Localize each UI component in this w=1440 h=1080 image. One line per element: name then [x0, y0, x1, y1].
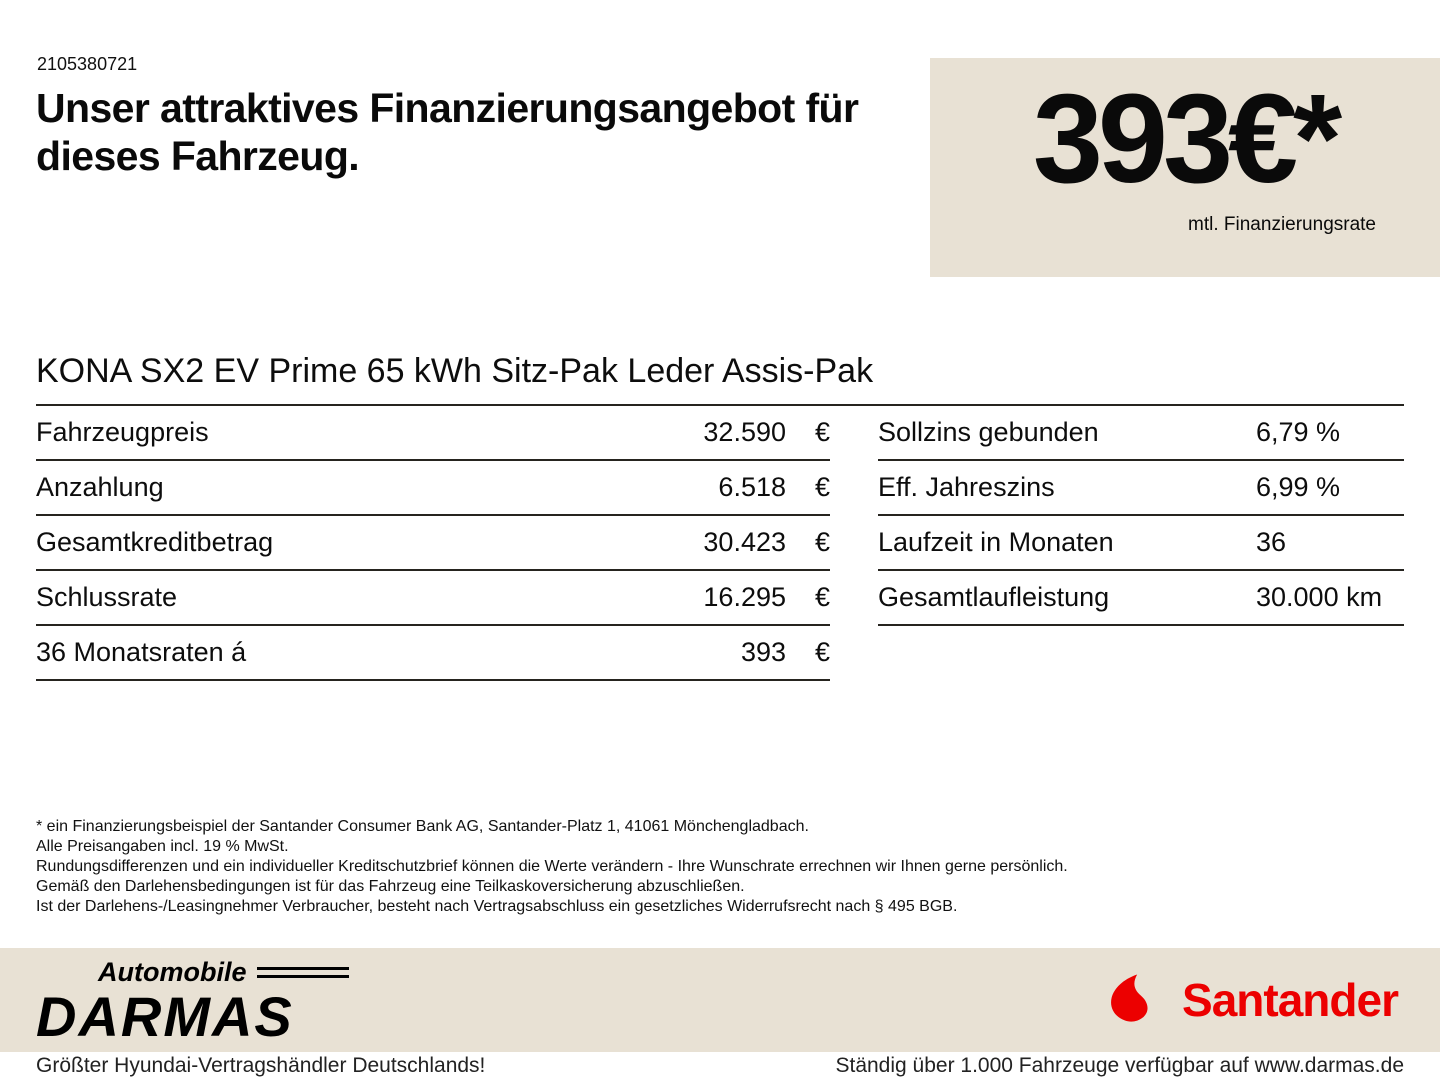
- table-row: 36 Monatsraten á 393 €: [36, 626, 830, 681]
- row-value: 6.518: [718, 472, 786, 502]
- table-row: Schlussrate 16.295 €: [36, 571, 830, 626]
- bottom-bar-left-text: Größter Hyundai-Vertragshändler Deutschl…: [36, 1054, 486, 1077]
- page-title: Unser attraktives Finanzierungsangebot f…: [36, 85, 859, 180]
- row-value: 6,79 %: [1256, 417, 1341, 447]
- row-label: Eff. Jahreszins: [878, 472, 1055, 502]
- fine-print-line: Gemäß den Darlehensbedingungen ist für d…: [36, 878, 745, 895]
- darmas-logo-lines: [256, 966, 349, 978]
- footer-band: Automobile DARMAS Santander: [0, 948, 1440, 1052]
- table-row: Laufzeit in Monaten 36: [878, 516, 1404, 571]
- santander-flame-icon: [1111, 974, 1148, 1022]
- fine-print: * ein Finanzierungsbeispiel der Santande…: [36, 817, 1068, 917]
- table-row: Sollzins gebunden 6,79 %: [878, 406, 1404, 461]
- monthly-rate-label: mtl. Finanzierungsrate: [1188, 214, 1376, 235]
- bottom-bar-right-text: Ständig über 1.000 Fahrzeuge verfügbar a…: [835, 1054, 1404, 1077]
- row-value: 30.000 km: [1256, 582, 1383, 612]
- row-label: Schlussrate: [36, 582, 178, 612]
- table-row: Eff. Jahreszins 6,99 %: [878, 461, 1404, 516]
- finance-section: KONA SX2 EV Prime 65 kWh Sitz-Pak Leder …: [36, 352, 1404, 681]
- row-label: Fahrzeugpreis: [36, 417, 209, 447]
- bottom-bar: Größter Hyundai-Vertragshändler Deutschl…: [0, 1052, 1440, 1080]
- fine-print-line: * ein Finanzierungsbeispiel der Santande…: [36, 818, 809, 835]
- row-unit: €: [814, 637, 830, 667]
- row-unit: €: [814, 417, 830, 447]
- table-row: Gesamtkreditbetrag 30.423 €: [36, 516, 830, 571]
- darmas-logo-main-text: DARMAS: [36, 984, 294, 1048]
- fine-print-line: Rundungsdifferenzen und ein individuelle…: [36, 858, 1068, 875]
- darmas-logo-top-text: Automobile: [98, 956, 247, 987]
- finance-table-left: Fahrzeugpreis 32.590 € Anzahlung 6.518 €…: [36, 406, 830, 681]
- vehicle-title: KONA SX2 EV Prime 65 kWh Sitz-Pak Leder …: [36, 352, 1404, 406]
- row-label: Gesamtkreditbetrag: [36, 527, 274, 557]
- row-value: 6,99 %: [1256, 472, 1341, 502]
- table-row: Gesamtlaufleistung 30.000 km: [878, 571, 1404, 626]
- row-label: Gesamtlaufleistung: [878, 582, 1110, 612]
- row-value: 32.590: [703, 417, 786, 447]
- table-row: Fahrzeugpreis 32.590 €: [36, 406, 830, 461]
- row-label: Laufzeit in Monaten: [878, 527, 1114, 557]
- table-row: Anzahlung 6.518 €: [36, 461, 830, 516]
- row-unit: €: [814, 582, 830, 612]
- fine-print-line: Alle Preisangaben incl. 19 % MwSt.: [36, 838, 289, 855]
- row-value: 36: [1256, 527, 1287, 557]
- row-value: 30.423: [703, 527, 786, 557]
- santander-wordmark: Santander: [1182, 974, 1399, 1026]
- row-unit: €: [814, 527, 830, 557]
- row-unit: €: [814, 472, 830, 502]
- offer-id: 2105380721: [37, 54, 138, 74]
- santander-logo: Santander: [1104, 971, 1399, 1029]
- row-value: 16.295: [703, 582, 786, 612]
- darmas-logo: Automobile DARMAS: [36, 956, 349, 1048]
- monthly-rate-box: 393€* mtl. Finanzierungsrate: [930, 58, 1440, 277]
- fine-print-line: Ist der Darlehens-/Leasingnehmer Verbrau…: [36, 898, 958, 915]
- finance-table-right: Sollzins gebunden 6,79 % Eff. Jahreszins…: [878, 406, 1404, 681]
- row-value: 393: [740, 637, 786, 667]
- row-label: Anzahlung: [36, 472, 164, 502]
- row-label: Sollzins gebunden: [878, 417, 1099, 447]
- row-label: 36 Monatsraten á: [36, 637, 247, 667]
- monthly-rate-value: 393€*: [1032, 68, 1342, 209]
